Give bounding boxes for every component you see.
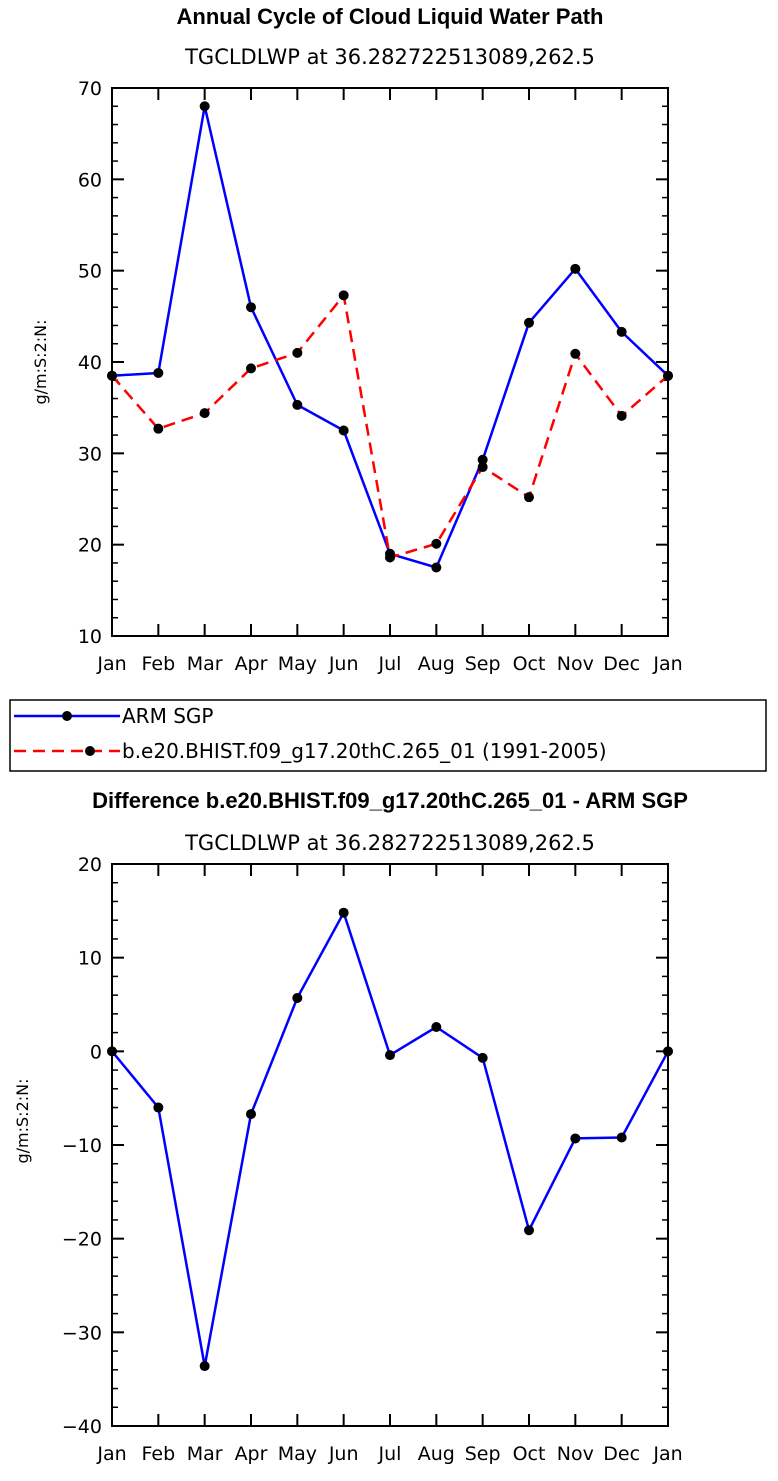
bottom-x-tick-label: Jul xyxy=(378,1443,402,1465)
bottom-chart-title: Difference b.e20.BHIST.f09_g17.20thC.265… xyxy=(92,788,688,813)
bottom-plot-area: −40 −30 −20 −10 0 10 20 Jan Feb Mar Apr May Jun Jul Au… xyxy=(62,854,683,1465)
top-series-0-point xyxy=(570,263,581,274)
bottom-series-0-point xyxy=(570,1133,581,1144)
bottom-series-0-point xyxy=(616,1132,627,1143)
legend-box xyxy=(9,699,767,772)
bottom-x-tick-label: Nov xyxy=(557,1443,594,1465)
bottom-series-0-point xyxy=(199,1361,210,1372)
bottom-series-0-point xyxy=(477,1052,488,1063)
top-series-line-0 xyxy=(111,105,669,569)
bottom-x-tick-label: Jan xyxy=(96,1443,126,1465)
bottom-x-tick-label: Dec xyxy=(603,1443,640,1465)
top-series-1-point xyxy=(246,363,256,374)
bottom-y-tick-label: −40 xyxy=(62,1416,102,1438)
bottom-series-0-point xyxy=(338,907,349,918)
bottom-y-tick-label: −10 xyxy=(62,1135,102,1157)
top-x-tick-label: Jun xyxy=(328,653,359,675)
bottom-series-0-point xyxy=(524,1225,534,1236)
top-series-1-point xyxy=(431,538,442,549)
top-y-tick-label: 50 xyxy=(78,261,102,283)
bottom-series-line-0 xyxy=(111,911,670,1368)
annual-cycle-chart: Annual Cycle of Cloud Liquid Water Path … xyxy=(31,4,683,675)
bottom-series-0-point xyxy=(663,1046,673,1057)
top-series-1-point xyxy=(292,347,303,358)
bottom-x-tick-label: Oct xyxy=(513,1443,546,1465)
legend-arm-label: ARM SGP xyxy=(122,704,213,728)
bottom-y-tick-label: 0 xyxy=(90,1041,102,1063)
top-series-0-point xyxy=(292,399,303,410)
top-x-tick-label: Apr xyxy=(235,653,268,675)
bottom-series-0-point xyxy=(385,1050,395,1061)
bottom-plot-frame xyxy=(111,863,669,1427)
top-series-1-point xyxy=(477,462,488,473)
top-y-tick-label: 60 xyxy=(78,169,102,191)
top-x-tick-label: Sep xyxy=(465,653,501,675)
top-y-tick-label: 40 xyxy=(78,352,102,374)
top-x-tick-label: Oct xyxy=(513,653,546,675)
bottom-chart-y-axis-label: g/m:S:2:N: xyxy=(13,1079,32,1164)
bottom-x-tick-label: Apr xyxy=(235,1443,268,1465)
top-x-tick-label: May xyxy=(278,653,317,675)
bottom-series-0-point xyxy=(431,1021,442,1032)
top-series-1-point xyxy=(663,370,673,381)
bottom-y-tick-label: −30 xyxy=(62,1322,102,1344)
bottom-y-tick-label: −20 xyxy=(62,1229,102,1251)
bottom-chart-subtitle: TGCLDLWP at 36.282722513089,262.5 xyxy=(184,831,595,855)
top-series-0-point xyxy=(153,367,164,378)
top-chart-y-axis-label: g/m:S:2:N: xyxy=(31,320,50,405)
top-series-0-point xyxy=(246,302,256,313)
bottom-y-tick-label: 20 xyxy=(78,854,102,876)
bottom-x-tick-label: Jun xyxy=(328,1443,359,1465)
top-series-1-point xyxy=(199,408,210,419)
bottom-x-tick-label: Feb xyxy=(142,1443,176,1465)
bottom-x-tick-label: Jan xyxy=(652,1443,682,1465)
bottom-x-tick-label: Aug xyxy=(418,1443,455,1465)
top-x-tick-label: Aug xyxy=(418,653,455,675)
top-x-tick-label: Dec xyxy=(603,653,640,675)
bottom-y-tick-label: 10 xyxy=(78,948,102,970)
bottom-x-tick-label: Mar xyxy=(187,1443,223,1465)
bottom-series-0-point xyxy=(292,992,303,1003)
top-series-1-point xyxy=(338,290,349,301)
bottom-x-tick-label: Sep xyxy=(465,1443,501,1465)
top-series-1-point xyxy=(107,370,117,381)
top-x-tick-label: Jan xyxy=(652,653,682,675)
top-series-0-point xyxy=(431,562,442,573)
top-series-0-point xyxy=(199,101,210,112)
top-series-0-point xyxy=(616,326,627,337)
bottom-series-0-point xyxy=(153,1102,164,1113)
top-series-1-point xyxy=(616,410,627,421)
top-x-tick-label: Nov xyxy=(557,653,594,675)
legend-model-label: b.e20.BHIST.f09_g17.20thC.265_01 (1991-2… xyxy=(122,739,607,763)
bottom-series-0-point xyxy=(107,1046,117,1057)
top-chart-title: Annual Cycle of Cloud Liquid Water Path xyxy=(177,4,604,29)
top-series-0-point xyxy=(338,425,349,436)
top-plot-area: 10 20 30 40 50 60 70 Jan Feb Mar Apr May Jun Jul Aug Se… xyxy=(78,78,683,675)
top-series-line-1 xyxy=(111,294,669,559)
top-series-1-point xyxy=(524,492,534,503)
top-series-0-point xyxy=(524,317,534,328)
top-x-tick-label: Jul xyxy=(378,653,402,675)
top-y-tick-label: 70 xyxy=(78,78,102,100)
legend-arm-marker xyxy=(62,711,72,721)
bottom-x-tick-label: May xyxy=(278,1443,317,1465)
bottom-series-0-point xyxy=(246,1109,256,1120)
difference-chart: Difference b.e20.BHIST.f09_g17.20thC.265… xyxy=(13,788,688,1465)
top-x-tick-label: Mar xyxy=(187,653,223,675)
top-x-tick-label: Jan xyxy=(96,653,126,675)
top-y-tick-label: 20 xyxy=(78,535,102,557)
top-series-1-point xyxy=(570,348,581,359)
top-series-1-point xyxy=(153,423,164,434)
top-y-tick-label: 30 xyxy=(78,443,102,465)
top-y-tick-label: 10 xyxy=(78,626,102,648)
top-series-0-point xyxy=(477,454,488,465)
top-chart-subtitle: TGCLDLWP at 36.282722513089,262.5 xyxy=(184,45,595,69)
legend: ARM SGP b.e20.BHIST.f09_g17.20thC.265_01… xyxy=(9,699,767,772)
legend-model-marker xyxy=(85,746,95,756)
top-series-1-point xyxy=(385,552,395,563)
top-x-tick-label: Feb xyxy=(142,653,176,675)
